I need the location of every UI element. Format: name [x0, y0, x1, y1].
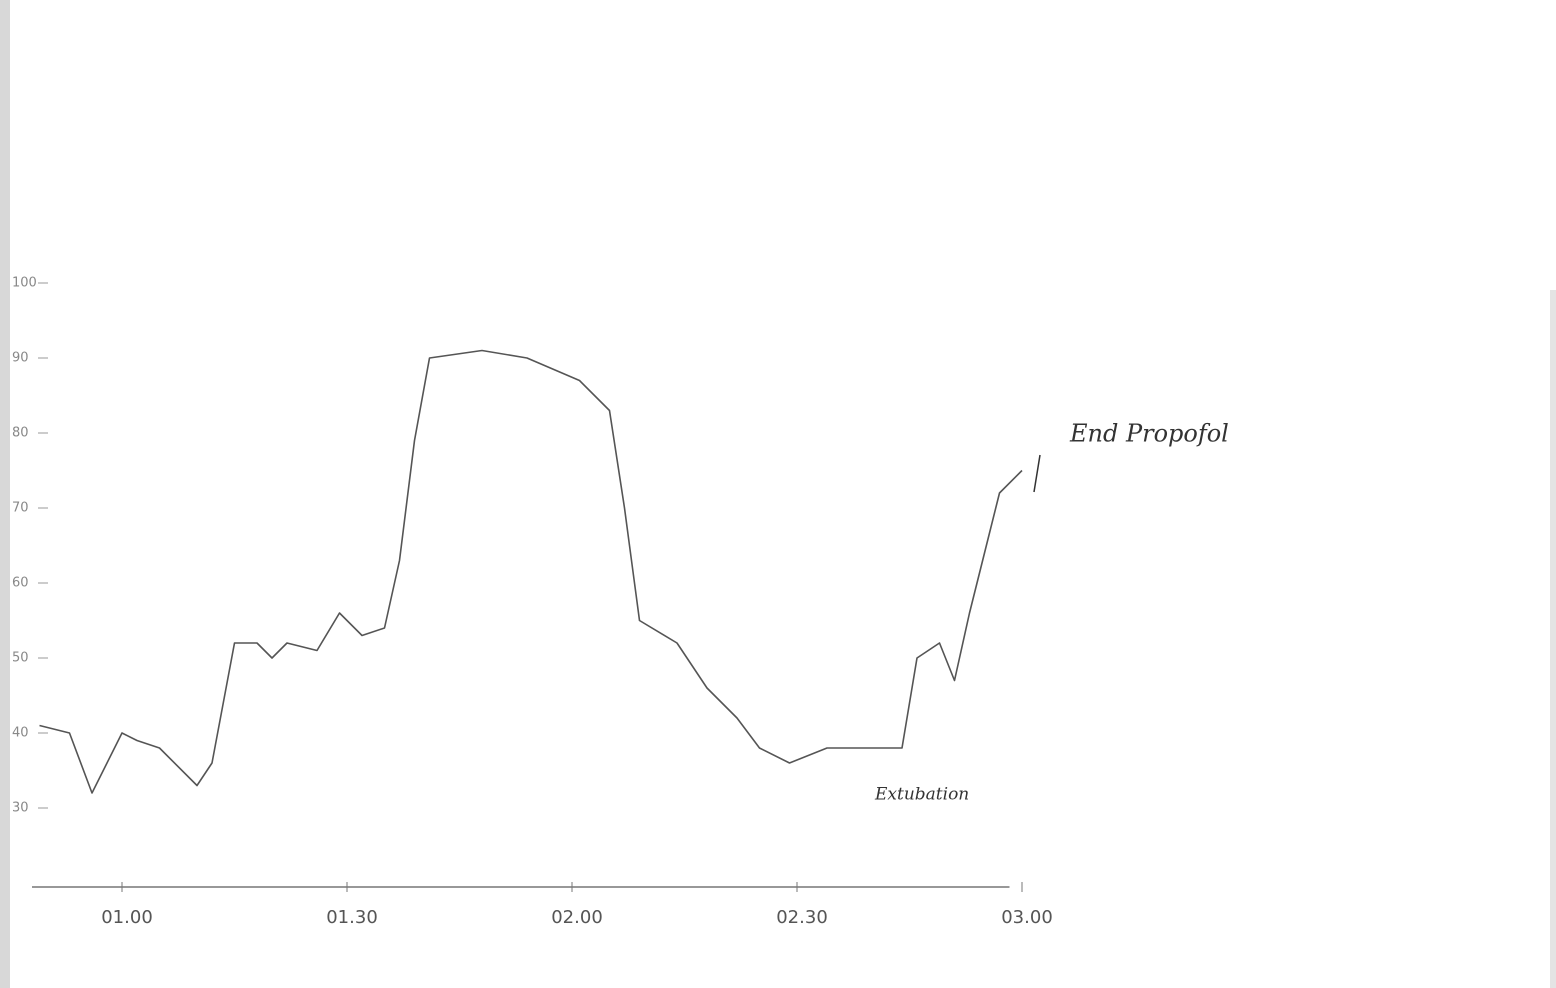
data-line: [39, 349, 1023, 794]
x-tick-label: 02.30: [776, 907, 828, 928]
scan-edge: [1550, 290, 1556, 988]
annotation: End Propofol: [1069, 420, 1229, 448]
y-tick-label: 100: [12, 276, 37, 291]
y-tick-label: 40: [12, 726, 29, 741]
y-tick-label: 70: [12, 501, 29, 516]
y-tick-label: 50: [12, 651, 29, 666]
x-tick-label: 01.00: [101, 907, 153, 928]
y-tick-label: 60: [12, 576, 29, 591]
annotation: Extubation: [874, 785, 969, 805]
y-tick-label: 30: [12, 801, 29, 816]
x-tick-label: 02.00: [551, 907, 603, 928]
scan-edge: [0, 0, 10, 988]
x-tick-label: 01.30: [326, 907, 378, 928]
x-tick-label: 03.00: [1001, 907, 1053, 928]
annotation-marker: [1033, 454, 1041, 493]
y-tick-label: 90: [12, 351, 29, 366]
y-tick-label: 80: [12, 426, 29, 441]
